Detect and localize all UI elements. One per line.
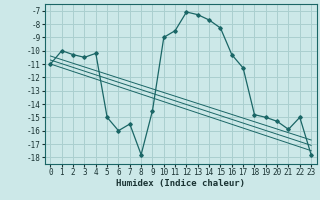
X-axis label: Humidex (Indice chaleur): Humidex (Indice chaleur) <box>116 179 245 188</box>
